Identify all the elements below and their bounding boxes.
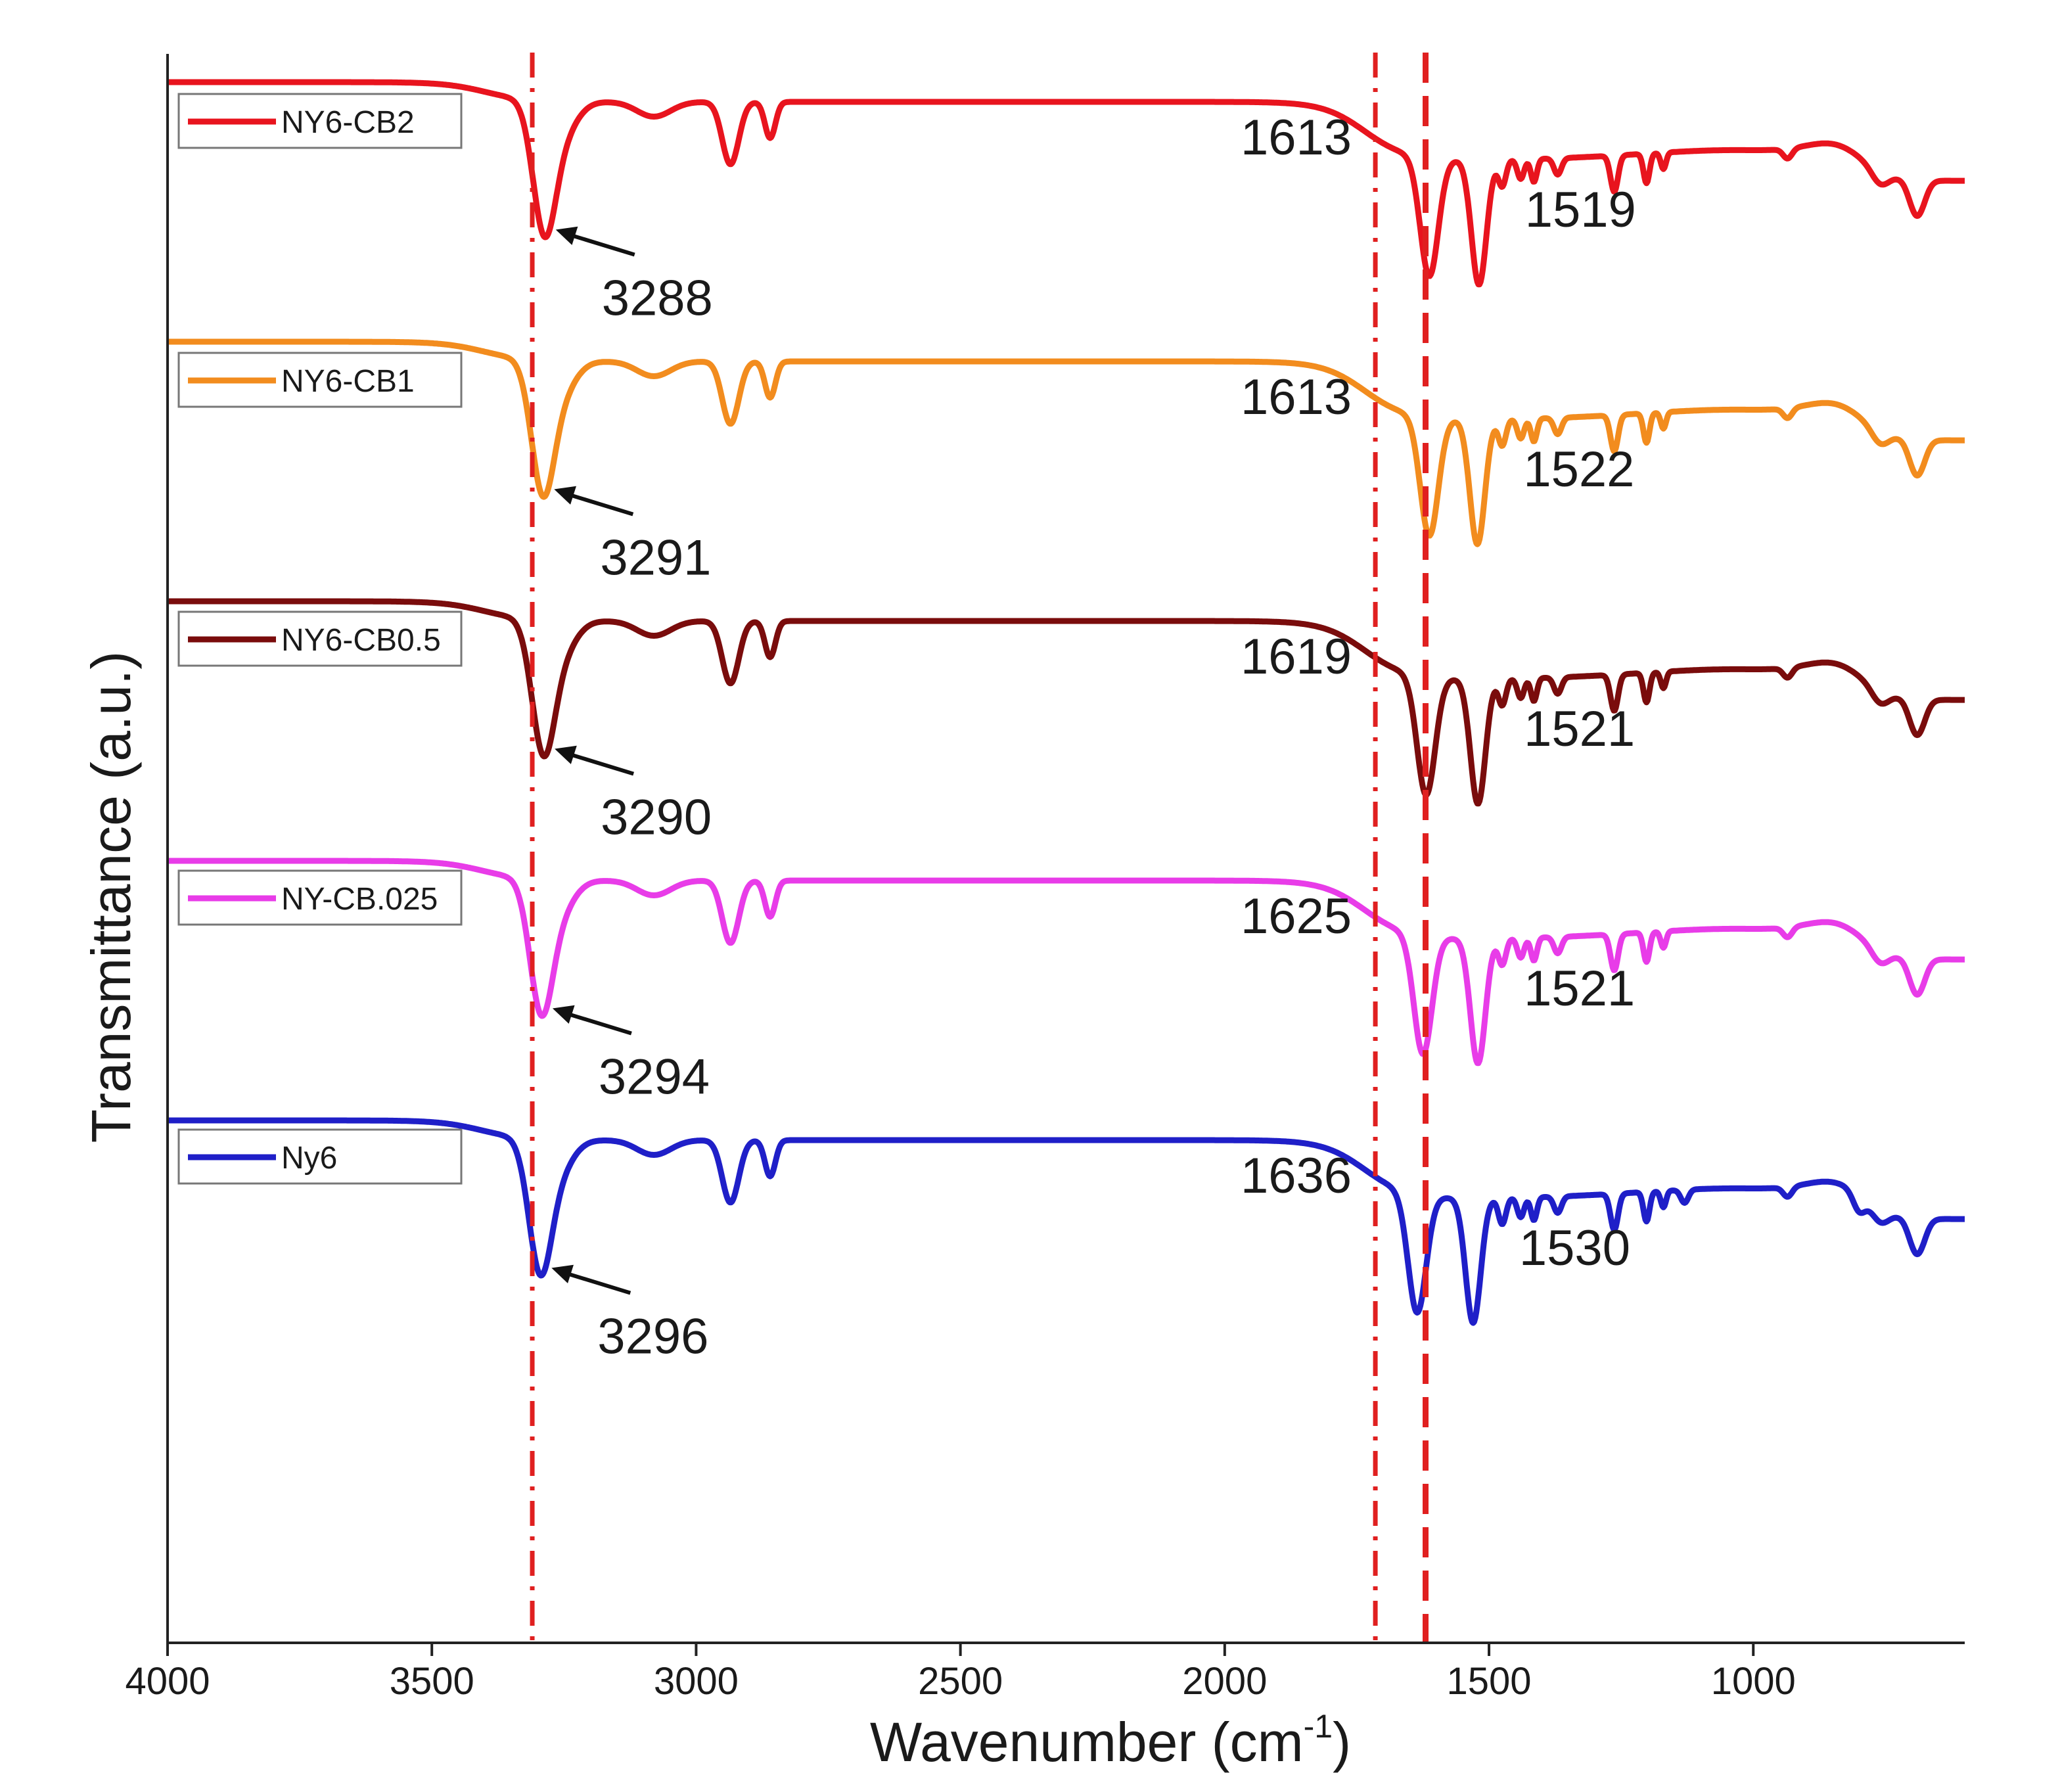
legend-label-2: NY6-CB0.5 <box>281 623 441 658</box>
y-axis-title: Transmittance (a.u.) <box>80 651 142 1143</box>
peak-arrow-3 <box>566 1011 632 1036</box>
x-tick-label-3: 2500 <box>918 1660 1003 1703</box>
legend-entry-0: NY6-CB2 <box>177 93 463 149</box>
trace-3 <box>166 858 1967 1067</box>
peak-arrow-0 <box>569 233 635 257</box>
x-tick-label-5: 1500 <box>1447 1660 1532 1703</box>
peak-label-c3-2: 1521 <box>1524 701 1635 757</box>
peak-arrow-4 <box>565 1271 631 1295</box>
peak-label-nh-4: 3296 <box>597 1309 708 1365</box>
x-tick-label-4: 2000 <box>1182 1660 1267 1703</box>
series-traces <box>166 79 1967 1326</box>
x-axis-title: Wavenumber (cm-1) <box>870 1708 1351 1773</box>
x-tick-label-6: 1000 <box>1711 1660 1796 1703</box>
legend-entry-2: NY6-CB0.5 <box>177 610 463 667</box>
x-tick-label-1: 3500 <box>390 1660 474 1703</box>
peak-label-c3-3: 1521 <box>1524 961 1635 1017</box>
x-tick-label-2: 3000 <box>654 1660 739 1703</box>
trace-2 <box>166 598 1967 807</box>
peak-annotations: 3288 1613 1519 3291 1613 1522 3290 1619 1521 3294… <box>551 110 1636 1365</box>
peak-label-c2-4: 1636 <box>1241 1148 1352 1204</box>
peak-label-c2-1: 1613 <box>1241 369 1352 425</box>
peak-label-c2-0: 1613 <box>1241 110 1352 166</box>
legend-label-1: NY6-CB1 <box>281 364 415 399</box>
x-tick-label-0: 4000 <box>125 1660 210 1703</box>
peak-label-nh-3: 3294 <box>599 1049 710 1105</box>
legend-label-0: NY6-CB2 <box>281 105 415 140</box>
peak-arrowhead-0 <box>555 226 578 245</box>
peak-label-nh-2: 3290 <box>601 790 712 846</box>
peak-label-nh-0: 3288 <box>602 271 713 327</box>
x-axis-ticks: 4000 3500 3000 2500 2000 1500 1000 <box>125 1643 1796 1703</box>
peak-label-c3-0: 1519 <box>1525 182 1636 238</box>
trace-4 <box>166 1117 1967 1326</box>
peak-label-c3-4: 1530 <box>1519 1220 1630 1276</box>
peak-label-c2-2: 1619 <box>1241 629 1352 685</box>
peak-arrow-1 <box>568 492 634 517</box>
trace-0 <box>166 79 1967 288</box>
peak-arrow-2 <box>568 752 635 776</box>
peak-label-nh-1: 3291 <box>600 530 711 586</box>
peak-arrowhead-3 <box>552 1005 575 1024</box>
peak-arrowhead-1 <box>554 486 576 505</box>
legend-label-3: NY-CB.025 <box>281 882 438 917</box>
peak-label-c2-3: 1625 <box>1241 888 1352 944</box>
peak-arrowhead-2 <box>555 745 577 764</box>
peak-label-c3-1: 1522 <box>1523 442 1634 497</box>
legend-entry-4: Ny6 <box>177 1128 463 1185</box>
peak-arrowhead-4 <box>551 1264 574 1283</box>
reference-lines <box>530 53 1429 1643</box>
trace-1 <box>166 338 1967 547</box>
legend-boxes: NY6-CB2 NY6-CB1 NY6-CB0.5 NY-CB.025 Ny6 <box>177 93 463 1185</box>
legend-entry-1: NY6-CB1 <box>177 352 463 408</box>
legend-entry-3: NY-CB.025 <box>177 869 463 926</box>
legend-label-4: Ny6 <box>281 1141 337 1176</box>
